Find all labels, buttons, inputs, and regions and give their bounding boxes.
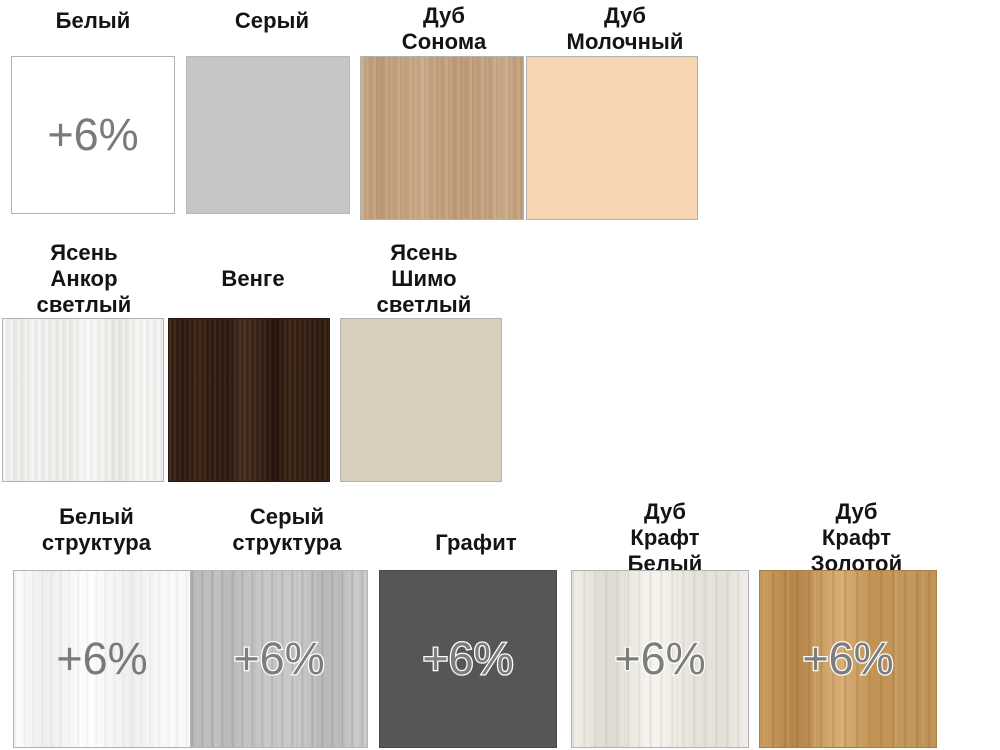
- swatch-cell-серый-структура[interactable]: Серый структура +6%: [190, 498, 381, 748]
- swatch-tile-серый-структура[interactable]: +6%: [190, 570, 368, 748]
- swatch-wrap: [2, 318, 164, 482]
- swatch-caption: Серый структура: [232, 504, 342, 555]
- swatch-tile-дуб-молочный[interactable]: [526, 56, 698, 220]
- swatch-row-2: Ясень Анкор светлый Венге Ясень Шимо све…: [0, 236, 1000, 482]
- swatch-wrap: [186, 56, 350, 214]
- swatch-cell-дуб-сонома[interactable]: Дуб Сонома: [358, 0, 530, 220]
- swatch-row-3: Белый структура +6% Серый структура +6% …: [0, 498, 1000, 748]
- swatch-caption: Дуб Молочный: [566, 3, 684, 54]
- swatch-cell-ясень-анкор-светлый[interactable]: Ясень Анкор светлый: [0, 236, 168, 482]
- swatch-wrap: [360, 56, 524, 220]
- swatch-tile-дуб-сонома[interactable]: [360, 56, 524, 220]
- swatch-wrap: +6%: [13, 570, 191, 748]
- swatch-tile-венге[interactable]: [168, 318, 330, 482]
- swatch-caption: Графит: [435, 530, 517, 555]
- swatch-tile-дуб-крафт-золотой[interactable]: +6%: [759, 570, 937, 748]
- swatch-cell-белый[interactable]: Белый +6%: [0, 0, 186, 220]
- swatch-wrap: +6%: [190, 570, 368, 748]
- swatch-tile-серый[interactable]: [186, 56, 350, 214]
- swatch-wrap: +6%: [11, 56, 175, 214]
- price-badge: +6%: [613, 632, 707, 686]
- price-badge: +6%: [801, 632, 895, 686]
- swatch-cell-венге[interactable]: Венге: [168, 236, 338, 482]
- swatch-caption: Серый: [234, 8, 310, 33]
- swatch-tile-ясень-шимо-светлый[interactable]: [340, 318, 502, 482]
- swatch-cell-графит[interactable]: Графит +6%: [379, 498, 571, 748]
- swatch-wrap: [526, 56, 698, 220]
- swatch-wrap: [340, 318, 502, 482]
- swatch-cell-дуб-крафт-белый[interactable]: Дуб Крафт Белый +6%: [571, 498, 759, 748]
- swatch-caption: Белый структура: [41, 504, 152, 555]
- swatch-tile-графит[interactable]: +6%: [379, 570, 557, 748]
- swatch-caption: Дуб Крафт Золотой: [810, 499, 903, 576]
- swatch-cell-ясень-шимо-светлый[interactable]: Ясень Шимо светлый: [338, 236, 510, 482]
- swatch-caption: Венге: [221, 266, 285, 291]
- swatch-cell-белый-структура[interactable]: Белый структура +6%: [0, 498, 193, 748]
- swatch-caption: Ясень Анкор светлый: [36, 240, 132, 317]
- swatch-tile-ясень-анкор-светлый[interactable]: [2, 318, 164, 482]
- swatch-row-1: Белый +6% Серый Дуб Сонома Дуб Молочный: [0, 0, 1000, 220]
- price-badge: +6%: [47, 109, 139, 160]
- swatch-cell-серый[interactable]: Серый: [186, 0, 358, 220]
- swatch-wrap: +6%: [571, 570, 749, 748]
- swatch-caption: Белый: [55, 8, 131, 33]
- price-badge: +6%: [421, 632, 515, 686]
- swatch-tile-белый-структура[interactable]: +6%: [13, 570, 191, 748]
- swatch-caption: Ясень Шимо светлый: [376, 240, 472, 317]
- swatch-cell-дуб-молочный[interactable]: Дуб Молочный: [526, 0, 720, 220]
- price-badge: +6%: [232, 632, 326, 686]
- swatch-caption: Дуб Сонома: [401, 3, 487, 54]
- swatch-tile-белый[interactable]: +6%: [11, 56, 175, 214]
- swatch-caption: Дуб Крафт Белый: [627, 499, 703, 576]
- price-badge: +6%: [56, 633, 148, 684]
- swatch-cell-дуб-крафт-золотой[interactable]: Дуб Крафт Золотой +6%: [759, 498, 954, 748]
- swatch-wrap: [168, 318, 330, 482]
- swatch-tile-дуб-крафт-белый[interactable]: +6%: [571, 570, 749, 748]
- swatch-wrap: +6%: [379, 570, 557, 748]
- swatch-wrap: +6%: [759, 570, 937, 748]
